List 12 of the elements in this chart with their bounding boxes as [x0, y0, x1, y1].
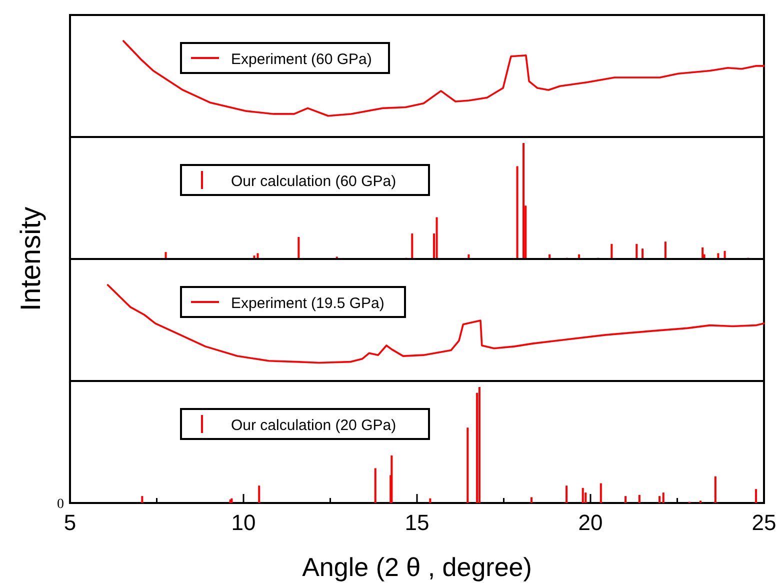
x-tick-label: 25 — [752, 510, 776, 535]
x-tick-label: 10 — [231, 510, 256, 535]
x-axis-title: Angle (2 θ , degree) — [302, 552, 532, 582]
legend-label: Our calculation (60 GPa) — [231, 173, 396, 190]
y-axis-title: Intensity — [15, 206, 46, 312]
legend-label: Experiment (19.5 GPa) — [231, 295, 384, 312]
legend-label: Experiment (60 GPa) — [231, 51, 372, 68]
x-tick-label: 15 — [404, 510, 430, 535]
legend-label: Our calculation (20 GPa) — [231, 417, 396, 434]
text: 0 — [57, 497, 64, 512]
x-tick-label: 20 — [578, 510, 603, 535]
x-tick-label: 5 — [64, 510, 76, 535]
